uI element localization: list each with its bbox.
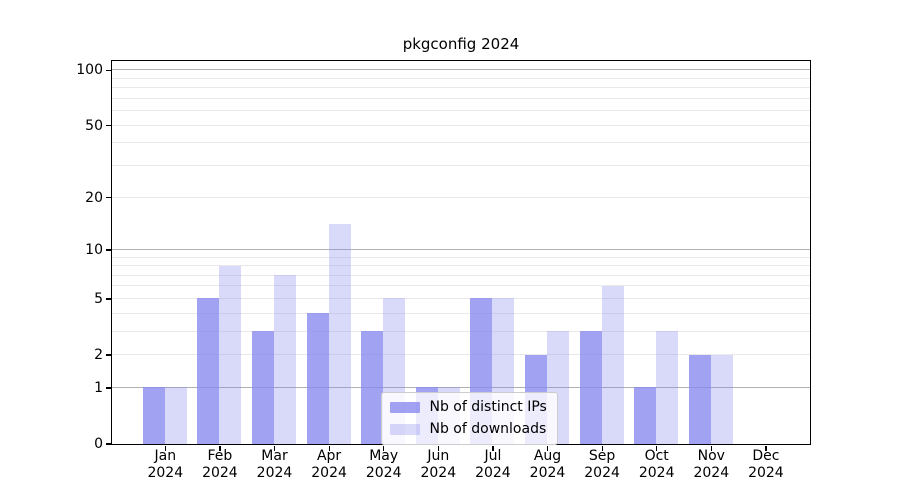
x-tick-mark: [328, 445, 330, 451]
x-tick-mark: [219, 445, 221, 451]
x-tick-label: Jan 2024: [147, 448, 184, 481]
legend-item-distinct-ips: Nb of distinct IPs: [389, 398, 547, 416]
x-tick-label: Aug 2024: [529, 448, 566, 481]
bar-distinct-ips: [306, 313, 329, 444]
gridline-minor: [111, 312, 810, 314]
gridline-minor: [111, 330, 810, 332]
gridline-minor: [111, 110, 810, 112]
y-tick-mark: [106, 125, 111, 127]
gridline-minor: [111, 285, 810, 287]
y-tick-label: 5: [94, 290, 103, 307]
x-tick-mark: [601, 445, 603, 451]
x-tick-label: Feb 2024: [202, 448, 238, 481]
gridline-minor: [111, 354, 810, 356]
x-tick-label: Jul 2024: [475, 448, 511, 481]
x-tick-mark: [437, 445, 439, 451]
y-tick-mark: [106, 196, 111, 199]
legend-swatch-distinct-ips: [389, 401, 420, 413]
legend-label-distinct-ips: Nb of distinct IPs: [429, 398, 547, 415]
x-tick-label: Mar 2024: [256, 448, 293, 481]
legend-label-downloads: Nb of downloads: [429, 420, 547, 437]
x-tick-label: Nov 2024: [693, 448, 730, 481]
gridline-minor: [111, 87, 810, 89]
y-tick-mark: [106, 69, 111, 72]
x-tick-mark: [546, 445, 549, 451]
x-tick-mark: [273, 445, 276, 451]
y-tick-mark: [106, 298, 111, 300]
bar-distinct-ips: [197, 298, 220, 444]
y-tick-mark: [106, 443, 111, 445]
y-tick-label: 1: [94, 379, 103, 396]
gridline-minor: [111, 256, 810, 258]
bar-downloads: [274, 275, 296, 444]
x-tick-mark: [710, 445, 712, 451]
x-tick-label: Sep 2024: [584, 448, 620, 481]
plot-area: Nb of distinct IPs Nb of downloads: [110, 59, 811, 445]
x-tick-mark: [492, 445, 494, 451]
y-tick-label: 2: [94, 347, 103, 364]
y-tick-mark: [106, 249, 111, 251]
y-tick-mark: [106, 387, 111, 389]
gridline-minor: [111, 97, 810, 99]
bar-downloads: [656, 331, 679, 444]
bar-downloads: [328, 224, 351, 444]
legend: Nb of distinct IPs Nb of downloads: [380, 391, 558, 445]
gridline-minor: [111, 77, 810, 79]
x-tick-mark: [164, 445, 166, 451]
bar-distinct-ips: [142, 387, 165, 444]
bar-distinct-ips: [634, 387, 657, 444]
gridline-minor: [111, 165, 810, 166]
bar-distinct-ips: [361, 331, 384, 444]
gridline-major: [111, 386, 810, 388]
legend-swatch-downloads: [389, 423, 420, 435]
gridline-major: [111, 248, 810, 250]
chart-title: pkgconfig 2024: [402, 35, 520, 53]
bar-downloads: [601, 285, 624, 444]
y-tick-label: 0: [94, 436, 103, 452]
x-tick-label: Dec 2024: [748, 448, 784, 481]
y-tick-label: 50: [85, 117, 103, 134]
bar-distinct-ips: [252, 331, 274, 444]
y-tick-mark: [106, 354, 111, 356]
gridline-minor: [111, 196, 810, 198]
y-tick-label: 100: [76, 62, 103, 79]
bar-downloads: [164, 387, 187, 444]
gridline-major: [111, 69, 810, 71]
legend-item-downloads: Nb of downloads: [389, 420, 547, 438]
x-tick-mark: [656, 445, 658, 451]
gridline-minor: [111, 265, 810, 267]
x-tick-mark: [383, 445, 385, 451]
gridline-minor: [111, 142, 810, 144]
x-tick-mark: [765, 445, 767, 451]
x-tick-label: May 2024: [365, 448, 402, 481]
y-tick-label: 10: [85, 241, 103, 258]
y-tick-label: 20: [85, 189, 103, 206]
gridline-minor: [111, 274, 810, 276]
bar-distinct-ips: [579, 331, 602, 444]
x-tick-label: Apr 2024: [311, 448, 347, 481]
bar-downloads: [219, 265, 242, 444]
gridline-minor: [111, 124, 810, 126]
x-tick-label: Oct 2024: [638, 448, 675, 481]
x-tick-label: Jun 2024: [420, 448, 457, 481]
gridline-minor: [111, 297, 810, 299]
bar-distinct-ips: [688, 354, 711, 444]
bar-downloads: [710, 354, 733, 444]
